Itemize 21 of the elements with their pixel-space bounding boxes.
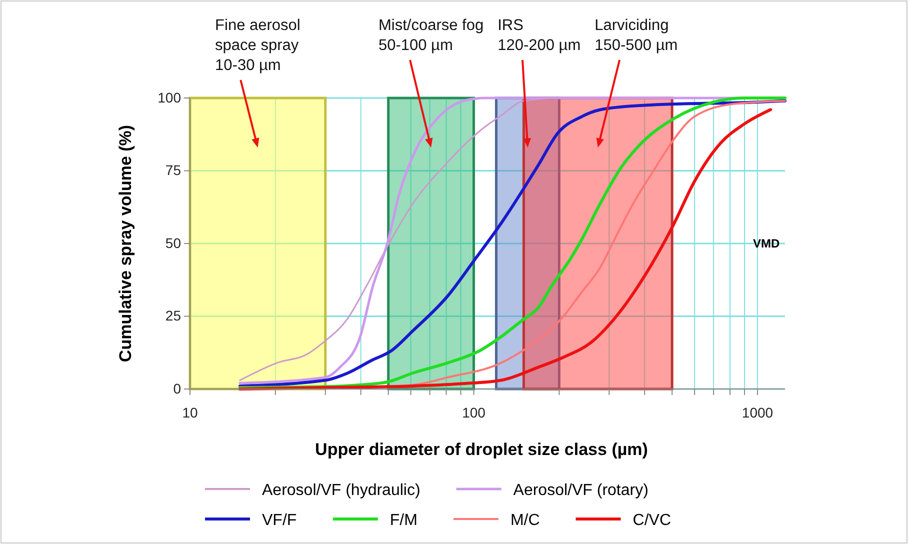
- band-label: Larviciding 150-500 µm: [594, 17, 678, 54]
- legend-label: F/M: [390, 512, 418, 529]
- legend-label: Aerosol/VF (hydraulic): [262, 482, 420, 499]
- y-tick-label: 0: [173, 380, 182, 396]
- legend-label: M/C: [510, 512, 540, 529]
- x-tick-label: 1000: [742, 404, 774, 421]
- annotation: VMD: [753, 236, 780, 250]
- band-label: Fine aerosol space spray 10-30 µm: [215, 17, 300, 74]
- x-tick-label: 10: [182, 404, 198, 421]
- y-tick-label: 25: [165, 308, 182, 324]
- y-tick-label: 50: [165, 234, 182, 251]
- legend-label: C/VC: [632, 512, 671, 529]
- y-axis-title: Cumulative spray volume (%): [116, 124, 135, 362]
- y-tick-label: 75: [165, 162, 182, 178]
- band-label: Mist/coarse fog 50-100 µm: [378, 17, 484, 54]
- legend-label: Aerosol/VF (rotary): [513, 482, 648, 499]
- x-axis-title: Upper diameter of droplet size class (µm): [315, 440, 648, 459]
- x-tick-label: 100: [462, 404, 486, 421]
- legend-label: VF/F: [262, 512, 297, 529]
- band-label: IRS 120-200 µm: [498, 17, 581, 54]
- y-tick-label: 100: [158, 89, 182, 106]
